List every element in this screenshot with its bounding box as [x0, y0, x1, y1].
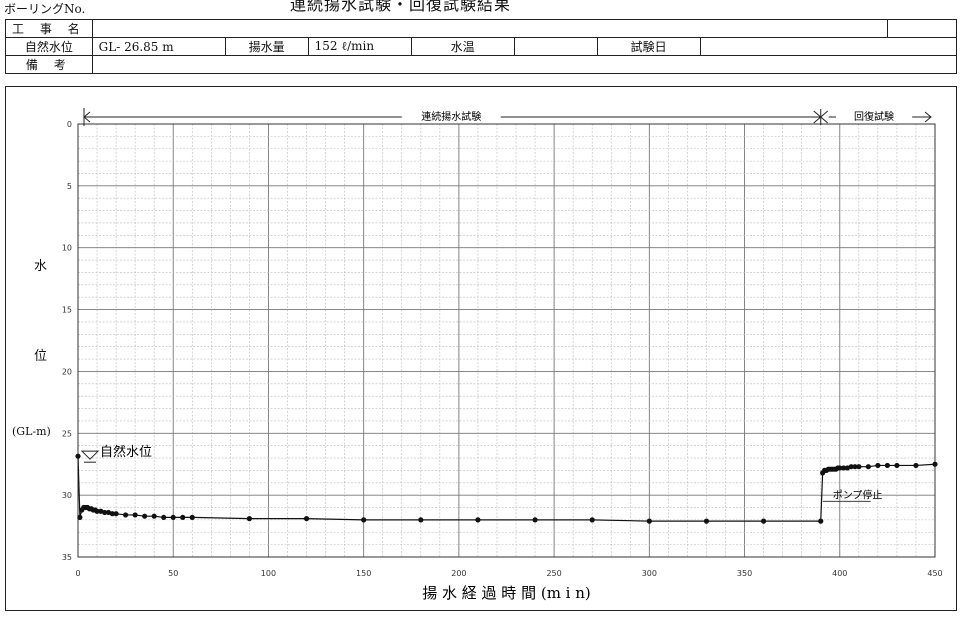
- remarks-row: 備 考: [5, 55, 958, 74]
- data-point: [865, 464, 871, 470]
- x-tick-label: 100: [261, 569, 276, 578]
- data-point: [913, 462, 919, 469]
- x-tick-label: 450: [927, 569, 942, 578]
- y-tick-label: 5: [67, 182, 72, 191]
- x-tick-label: 50: [168, 569, 178, 578]
- x-tick-label: 0: [75, 569, 80, 578]
- remarks-value: [91, 55, 958, 74]
- y-tick-label: 25: [62, 429, 72, 438]
- data-point: [837, 465, 843, 471]
- data-point: [102, 509, 108, 516]
- y-axis-label-char-1: 水: [34, 259, 48, 274]
- project-row: 工 事 名: [5, 19, 957, 38]
- natural-level-marker-icon: [80, 450, 100, 460]
- recovery-test-label: 回復試験: [854, 110, 894, 123]
- data-point: [180, 514, 186, 521]
- data-point: [161, 514, 167, 521]
- data-point: [840, 465, 847, 471]
- chart-frame: [5, 86, 957, 611]
- data-point: [142, 513, 148, 519]
- conditions-row: 自然水位 GL- 26.85 m 揚水量 152 ℓ/min 水温 試験日: [5, 37, 958, 56]
- x-tick-label: 300: [642, 569, 657, 578]
- data-point: [189, 514, 195, 521]
- boring-number-label: ボーリングNo.: [4, 2, 86, 16]
- data-point: [703, 518, 710, 524]
- y-tick-label: 0: [67, 120, 72, 129]
- y-tick-label: 15: [62, 306, 72, 315]
- data-point: [418, 517, 424, 523]
- data-point: [761, 518, 767, 524]
- data-point: [894, 462, 900, 469]
- x-axis-label: 揚 水 経 過 時 間 (m i n): [422, 584, 591, 602]
- plot-border: [77, 123, 936, 558]
- continuous-test-label: 連続揚水試験: [421, 110, 481, 123]
- y-tick-label: 10: [62, 244, 72, 253]
- y-tick-label: 20: [62, 367, 72, 376]
- x-tick-label: 400: [832, 569, 847, 578]
- data-point: [361, 517, 367, 523]
- arrowhead-right: [924, 111, 932, 123]
- data-point: [532, 517, 538, 523]
- data-point: [884, 462, 890, 469]
- data-point: [932, 461, 938, 467]
- x-tick-label: 250: [546, 569, 561, 578]
- data-point: [875, 462, 881, 469]
- data-point: [303, 516, 310, 522]
- x-tick-label: 200: [451, 569, 466, 578]
- data-point: [132, 512, 138, 518]
- data-point: [589, 517, 595, 523]
- data-point: [75, 453, 81, 459]
- natural-level-label: 自然水位: [100, 444, 152, 460]
- y-axis-label-char-2: 位: [34, 349, 48, 364]
- x-tick-label: 350: [737, 569, 752, 578]
- data-point: [856, 464, 862, 470]
- natural-level-value: GL- 26.85 m: [91, 37, 226, 56]
- data-point: [852, 464, 858, 470]
- data-point: [848, 464, 854, 470]
- data-point: [109, 511, 115, 517]
- y-tick-label: 35: [62, 553, 72, 562]
- data-point: [77, 514, 83, 521]
- data-point: [170, 514, 176, 521]
- header-table: 工 事 名 自然水位 GL- 26.85 m 揚水量 152 ℓ/min 水温 …: [5, 19, 958, 74]
- y-tick-label: 30: [62, 491, 72, 500]
- remarks-label: 備 考: [5, 55, 93, 74]
- data-point: [113, 511, 119, 517]
- y-axis-unit-label: (GL-m): [12, 425, 51, 438]
- data-point: [94, 508, 100, 514]
- data-point: [123, 512, 129, 518]
- x-tick-label: 150: [356, 569, 371, 578]
- data-point: [246, 516, 252, 522]
- data-point: [646, 518, 652, 524]
- page-title: 連続揚水試験・回復試験結果: [290, 0, 512, 14]
- series-line: [77, 456, 936, 522]
- data-point: [818, 518, 824, 524]
- data-point: [475, 517, 481, 523]
- pump-stop-label: ポンプ停止: [833, 488, 883, 501]
- data-point: [151, 513, 157, 519]
